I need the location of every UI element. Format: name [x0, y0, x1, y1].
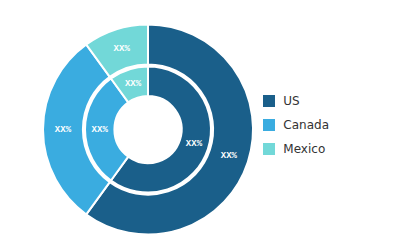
svg-text:XX%: XX%	[92, 125, 109, 135]
svg-text:XX%: XX%	[186, 139, 203, 149]
html-text:US: US	[283, 93, 300, 108]
svg-text:XX%: XX%	[114, 44, 131, 54]
svg-text:XX%: XX%	[125, 79, 142, 89]
html-text:Mexico: Mexico	[283, 141, 326, 156]
html-text:Canada: Canada	[283, 117, 329, 132]
svg-text:XX%: XX%	[55, 125, 72, 135]
svg-text:XX%: XX%	[221, 151, 238, 161]
